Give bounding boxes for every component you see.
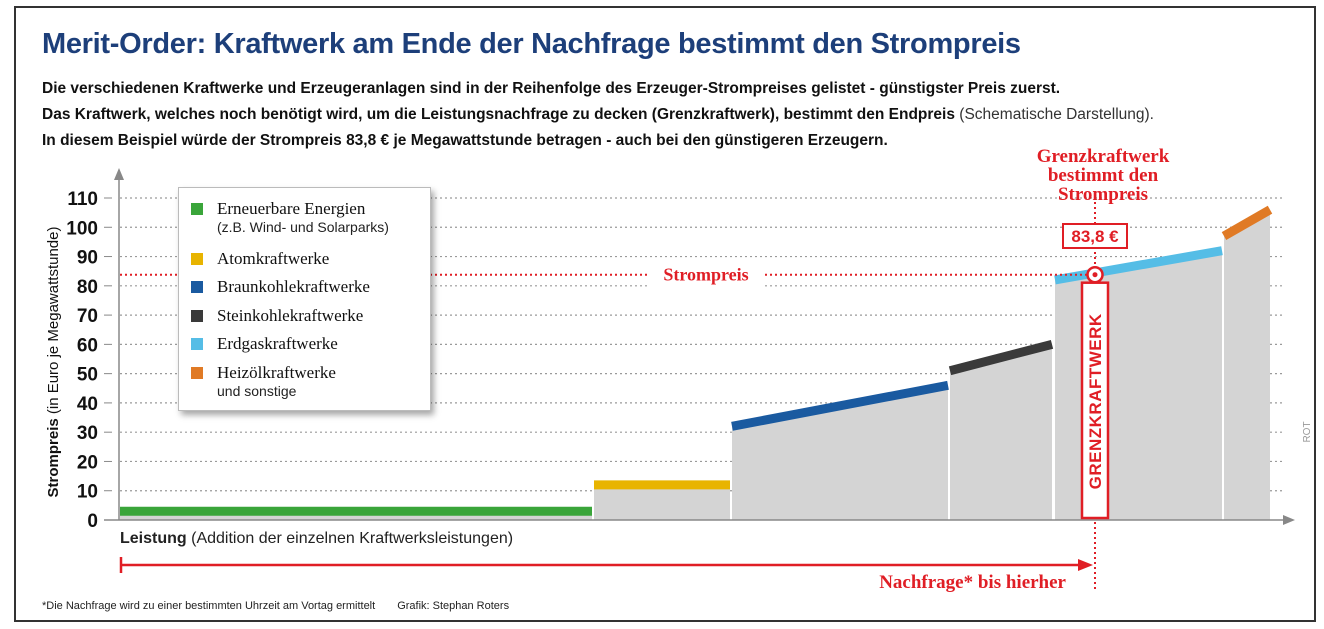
legend-item-steinkohle: Steinkohlekraftwerke — [191, 306, 363, 326]
y-axis-label-bold: Strompreis — [45, 414, 62, 497]
grenz-title-line: Strompreis — [1058, 184, 1148, 205]
legend-swatch-braunkohle — [191, 281, 203, 293]
nachfrage-label: Nachfrage* bis hierher — [879, 572, 1066, 593]
y-tick-label: 60 — [77, 335, 98, 356]
legend-item-erdgas: Erdgaskraftwerke — [191, 334, 338, 354]
strompreis-label-bg — [650, 262, 762, 287]
legend-swatch-erdgas — [191, 338, 203, 350]
side-tag: ROT — [1302, 421, 1313, 442]
legend-label: Erdgaskraftwerke — [217, 334, 338, 353]
credit-text: Grafik: Stephan Roters — [397, 600, 510, 612]
legend-swatch-heizoel — [191, 367, 203, 379]
legend-label: Erneuerbare Energien — [217, 199, 366, 218]
price-segment — [731, 380, 949, 431]
axes: Strompreis (in Euro je Megawattstunde) Le… — [45, 168, 1295, 547]
y-tick-labels: 0 10 20 30 40 50 60 70 80 90 100 110 — [66, 189, 112, 532]
legend-label: Steinkohlekraftwerke — [217, 306, 364, 325]
y-tick-label: 40 — [77, 394, 98, 415]
price-segment — [1221, 205, 1273, 240]
grenz-title-line: bestimmt den — [1048, 165, 1159, 186]
price-box — [1062, 223, 1128, 249]
price-marker-dot — [1092, 272, 1098, 278]
y-tick-label: 10 — [77, 482, 98, 503]
y-tick-label: 110 — [67, 189, 98, 210]
y-axis-arrow — [114, 168, 124, 180]
strompreis-label: Strompreis — [663, 265, 748, 285]
y-tick-label: 70 — [77, 306, 98, 327]
legend-label: Heizölkraftwerke — [217, 363, 336, 382]
legend-item-heizoel: Heizölkraftwerke und sonstige — [191, 363, 336, 399]
subtitle-line-1: Die verschiedenen Kraftwerke und Erzeuge… — [42, 80, 1061, 97]
legend-item-braunkohle: Braunkohlekraftwerke — [191, 277, 370, 297]
nachfrage-arrow-head — [1078, 559, 1093, 571]
price-segments — [120, 205, 1273, 516]
y-tick-label: 20 — [77, 452, 98, 473]
legend-item-erneuerbare: Erneuerbare Energien (z.B. Wind- und Sol… — [191, 199, 389, 235]
grenz-title-line: Grenzkraftwerk — [1037, 146, 1170, 167]
y-tick-label: 50 — [77, 365, 98, 386]
price-segment — [948, 340, 1054, 376]
x-axis-label-note: (Addition der einzelnen Kraftwerksleistu… — [191, 530, 513, 547]
subtitle-line-2-note: (Schematische Darstellung). — [959, 106, 1154, 123]
y-tick-label: 0 — [87, 511, 98, 532]
legend-swatch-atom — [191, 253, 203, 265]
subtitle-line-2: Das Kraftwerk, welches noch benötigt wir… — [42, 106, 1154, 124]
price-box-value: 83,8 € — [1071, 227, 1119, 246]
legend-swatch-erneuerbare — [191, 203, 203, 215]
y-axis-label: Strompreis (in Euro je Megawattstunde) — [45, 227, 62, 498]
legend-sublabel: und sonstige — [217, 383, 297, 399]
subtitle-line-2-text: Das Kraftwerk, welches noch benötigt wir… — [42, 106, 955, 123]
x-axis-label-bold: Leistung — [120, 530, 191, 547]
legend-swatch-steinkohle — [191, 310, 203, 322]
y-axis-label-unit: (in Euro je Megawattstunde) — [45, 227, 62, 415]
x-axis-arrow — [1283, 515, 1295, 525]
grenzkraftwerk-label: GRENZKRAFTWERK — [1086, 313, 1105, 489]
legend-sublabel: (z.B. Wind- und Solarparks) — [217, 219, 389, 235]
x-axis-label: Leistung (Addition der einzelnen Kraftwe… — [120, 530, 513, 547]
price-segment — [1054, 246, 1223, 285]
annotations: Strompreis GRENZKRAFTWERK 83,8 € Grenzkraft… — [119, 146, 1313, 593]
footnote: *Die Nachfrage wird zu einer bestimmten … — [42, 600, 509, 612]
y-tick-label: 90 — [77, 248, 98, 269]
legend-label: Braunkohlekraftwerke — [217, 277, 370, 296]
plant-block — [594, 484, 730, 520]
grenzkraftwerk-bar — [1080, 281, 1110, 520]
y-tick-label: 80 — [77, 277, 98, 298]
chart-title: Merit-Order: Kraftwerk am Ende der Nachf… — [42, 28, 1021, 60]
y-tick-label: 30 — [77, 423, 98, 444]
footnote-text: *Die Nachfrage wird zu einer bestimmten … — [42, 600, 376, 612]
legend-item-atom: Atomkraftwerke — [191, 249, 329, 269]
plant-block — [950, 344, 1052, 520]
legend-label: Atomkraftwerke — [217, 249, 330, 268]
plant-block — [1224, 209, 1270, 520]
legend: Erneuerbare Energien (z.B. Wind- und Sol… — [178, 187, 431, 411]
y-tick-label: 100 — [66, 218, 98, 239]
plant-block — [1055, 250, 1222, 520]
subtitle-line-3: In diesem Beispiel würde der Strompreis … — [42, 132, 888, 149]
